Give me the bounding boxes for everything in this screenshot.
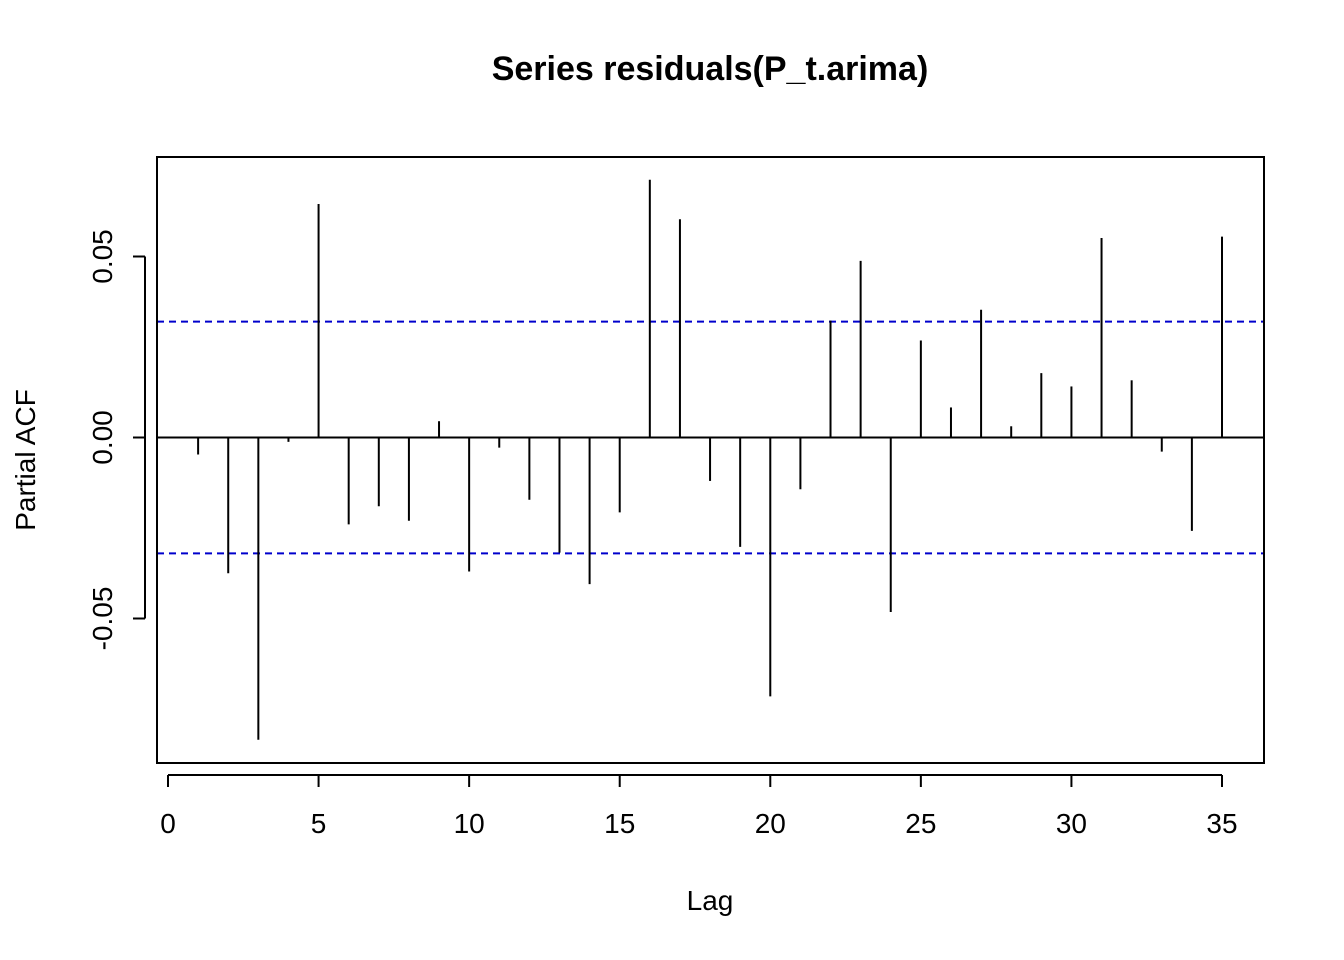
- x-tick-label: 5: [311, 808, 327, 839]
- x-tick-label: 20: [755, 808, 786, 839]
- plot-area: [157, 179, 1264, 740]
- y-tick-label: -0.05: [87, 587, 118, 651]
- y-axis: -0.05 0.00 0.05: [87, 229, 146, 651]
- x-tick-label: 35: [1206, 808, 1237, 839]
- y-tick-label: 0.05: [87, 229, 118, 284]
- x-axis-label: Lag: [687, 885, 734, 916]
- x-axis: 0 5 10 15 20 25 30 35: [160, 774, 1238, 839]
- chart-title: Series residuals(P_t.arima): [492, 50, 929, 88]
- x-tick-label: 10: [454, 808, 485, 839]
- plot-frame: [156, 156, 1265, 764]
- y-tick-label: 0.00: [87, 410, 118, 465]
- x-tick-label: 15: [604, 808, 635, 839]
- y-axis-label: Partial ACF: [10, 389, 41, 531]
- x-tick-label: 0: [160, 808, 176, 839]
- x-tick-label: 25: [905, 808, 936, 839]
- x-tick-label: 30: [1056, 808, 1087, 839]
